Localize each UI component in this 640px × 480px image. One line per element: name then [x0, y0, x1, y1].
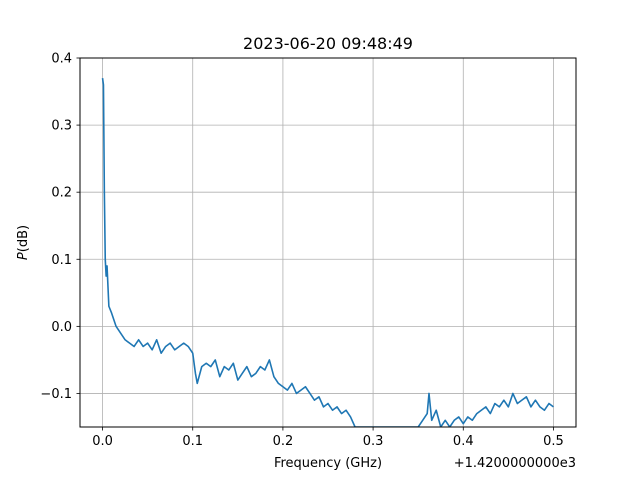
y-tick-label: 0.1: [51, 253, 72, 268]
y-tick-label: 0.2: [51, 186, 72, 201]
axes-frame: [79, 57, 577, 428]
y-ticks: −0.1 0.0 0.1 0.2 0.3 0.4: [40, 52, 80, 402]
x-tick-label: 0.0: [92, 434, 113, 449]
y-tick-label: 0.3: [51, 119, 72, 134]
x-tick-label: 0.3: [363, 434, 384, 449]
y-axis-label-unit: (dB): [16, 225, 31, 252]
x-ticks: 0.0 0.1 0.2 0.3 0.4 0.5: [92, 427, 564, 449]
y-axis-label-symbol: P: [16, 252, 31, 260]
y-tick-label: −0.1: [40, 387, 72, 402]
chart-title: 2023-06-20 09:48:49: [243, 34, 413, 53]
x-tick-label: 0.4: [453, 434, 474, 449]
x-axis-label: Frequency (GHz): [274, 456, 382, 471]
y-tick-label: 0.0: [51, 320, 72, 335]
x-tick-label: 0.5: [543, 434, 564, 449]
x-tick-label: 0.2: [273, 434, 294, 449]
y-axis-label: P(dB): [16, 225, 31, 260]
series-layer: [101, 78, 554, 427]
x-axis-offset-label: +1.4200000000e3: [454, 456, 576, 471]
series-line: [101, 78, 554, 427]
y-tick-label: 0.4: [51, 52, 72, 67]
x-tick-label: 0.1: [182, 434, 203, 449]
